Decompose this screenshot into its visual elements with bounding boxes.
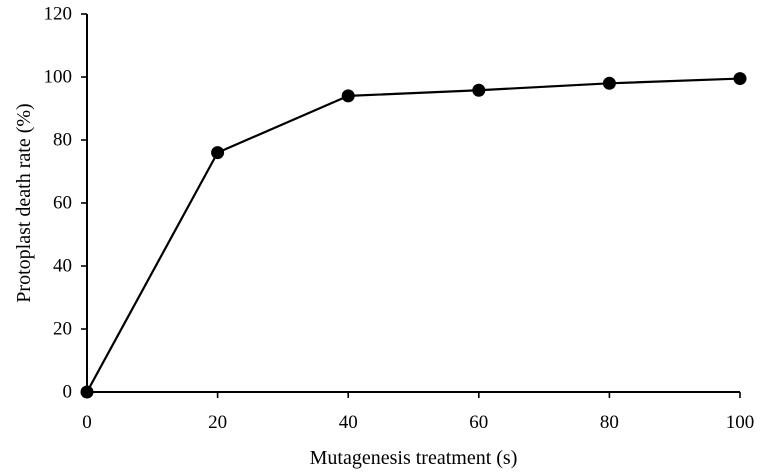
x-tick-label: 80	[600, 412, 619, 433]
x-tick-label: 100	[726, 412, 755, 433]
x-tick-label: 40	[339, 412, 358, 433]
y-tick-label: 40	[53, 256, 72, 277]
x-tick-label: 20	[208, 412, 227, 433]
y-tick-label: 100	[44, 67, 73, 88]
data-point	[733, 72, 747, 86]
data-point	[80, 385, 94, 399]
series-line	[86, 77, 741, 393]
y-tick-label: 0	[63, 382, 73, 403]
x-tick-label: 60	[469, 412, 488, 433]
y-axis-title: Protoplast death rate (%)	[13, 103, 35, 302]
data-point	[211, 146, 225, 160]
data-point	[602, 76, 616, 90]
x-axis-title: Mutagenesis treatment (s)	[310, 447, 518, 469]
axes	[86, 14, 740, 393]
y-tick-label: 60	[53, 193, 72, 214]
y-tick-label: 80	[53, 130, 72, 151]
y-tick-label: 120	[44, 4, 73, 25]
y-tick-label: 20	[53, 319, 72, 340]
x-tick-label: 0	[82, 412, 92, 433]
data-point	[341, 89, 355, 103]
series	[80, 72, 747, 399]
ticks: 0 20 40 60 80 100 120 0 20 40 60 80 100	[44, 4, 755, 434]
data-point	[472, 83, 486, 97]
